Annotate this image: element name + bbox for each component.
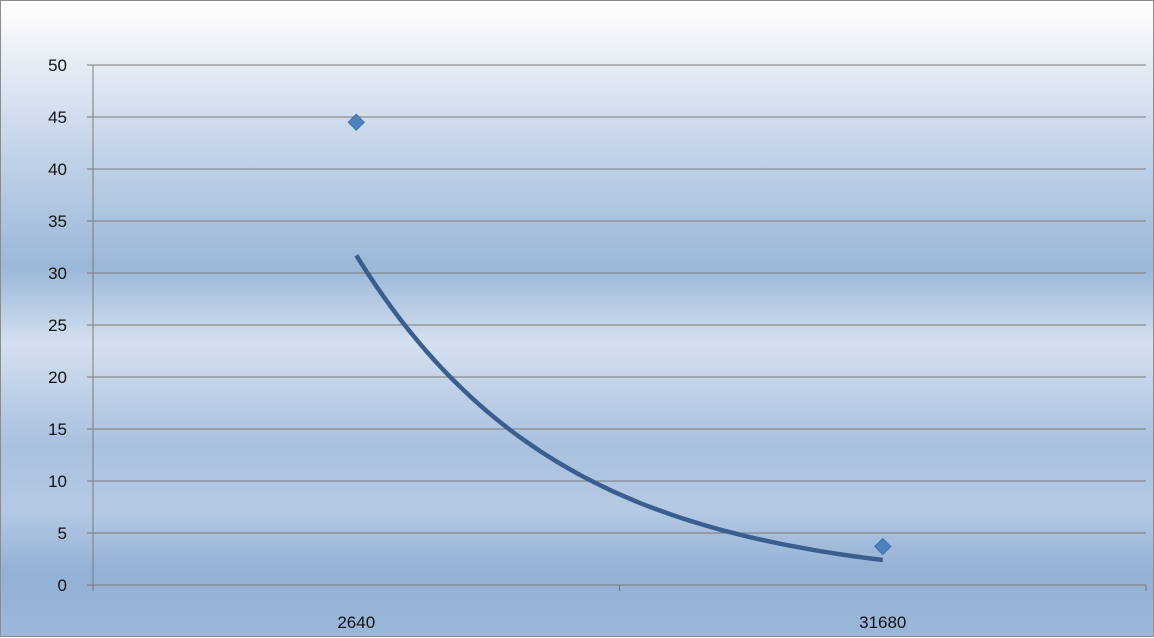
data-point-diamond [874, 537, 892, 556]
trendline [354, 254, 884, 563]
y-tick-label: 30 [48, 264, 67, 283]
axes [87, 64, 1147, 591]
y-tick-label: 35 [48, 212, 67, 231]
y-tick-label: 5 [58, 524, 67, 543]
y-tick-label: 0 [58, 576, 67, 595]
x-tick-label: 2640 [337, 613, 375, 632]
y-tick-label: 50 [48, 56, 67, 75]
data-point-diamond [347, 113, 365, 131]
trendline-layer [354, 254, 884, 563]
x-tick-labels: 2640 31680 [337, 613, 906, 632]
y-tick-label: 40 [48, 160, 67, 179]
x-tick-label: 31680 [859, 613, 906, 632]
points-layer [347, 113, 892, 556]
y-tick-label: 20 [48, 368, 67, 387]
y-tick-label: 15 [48, 420, 67, 439]
gridlines [93, 64, 1146, 534]
y-tick-label: 45 [48, 108, 67, 127]
y-tick-label: 25 [48, 316, 67, 335]
y-tick-label: 10 [48, 472, 67, 491]
y-tick-labels: 0 5 10 15 20 25 30 35 40 45 50 [48, 56, 67, 595]
